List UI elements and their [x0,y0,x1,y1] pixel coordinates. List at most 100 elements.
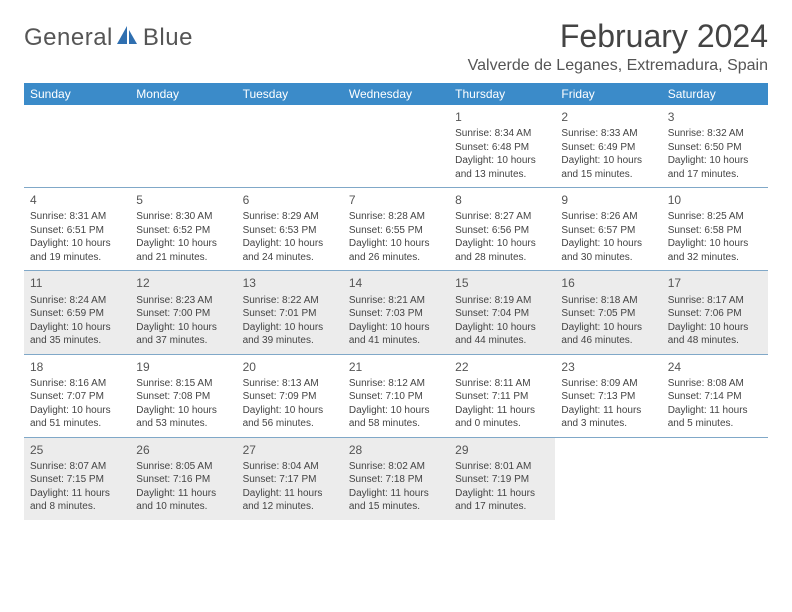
day-cell: 3Sunrise: 8:32 AMSunset: 6:50 PMDaylight… [662,105,768,187]
day-number: 27 [243,442,337,458]
empty-cell [555,438,661,520]
week-row: 11Sunrise: 8:24 AMSunset: 6:59 PMDayligh… [24,271,768,354]
day-number: 29 [455,442,549,458]
sunrise-text: Sunrise: 8:33 AM [561,127,655,141]
sunrise-text: Sunrise: 8:19 AM [455,294,549,308]
day-cell: 19Sunrise: 8:15 AMSunset: 7:08 PMDayligh… [130,355,236,437]
sunset-text: Sunset: 6:49 PM [561,141,655,155]
weekday-header: Sunday [24,83,130,105]
day1-text: Daylight: 10 hours [455,321,549,335]
day2-text: and 12 minutes. [243,500,337,514]
empty-cell [237,105,343,187]
sunrise-text: Sunrise: 8:07 AM [30,460,124,474]
day-cell: 27 Sunrise: 8:04 AMSunset: 7:17 PMDayligh… [237,438,343,520]
title-block: February 2024 Valverde de Leganes, Extre… [468,18,768,75]
day-number: 15 [455,275,549,291]
sunset-text: Sunset: 7:10 PM [349,390,443,404]
day-number: 19 [136,359,230,375]
day2-text: and 0 minutes. [455,417,549,431]
location: Valverde de Leganes, Extremadura, Spain [468,57,768,75]
day-cell: 14Sunrise: 8:21 AMSunset: 7:03 PMDayligh… [343,271,449,353]
day-number: 4 [30,192,124,208]
day-number: 6 [243,192,337,208]
day-cell: 20Sunrise: 8:13 AMSunset: 7:09 PMDayligh… [237,355,343,437]
sunset-text: Sunset: 7:00 PM [136,307,230,321]
weekday-header-row: SundayMondayTuesdayWednesdayThursdayFrid… [24,83,768,105]
day-cell: 24Sunrise: 8:08 AMSunset: 7:14 PMDayligh… [662,355,768,437]
sunrise-text: Sunrise: 8:27 AM [455,210,549,224]
month-title: February 2024 [468,18,768,55]
sunset-text: Sunset: 6:55 PM [349,224,443,238]
day-number: 1 [455,109,549,125]
day1-text: Daylight: 10 hours [349,237,443,251]
weekday-header: Friday [555,83,661,105]
day-number: 21 [349,359,443,375]
day1-text: Daylight: 10 hours [30,321,124,335]
day-number: 5 [136,192,230,208]
day-number: 23 [561,359,655,375]
sunset-text: Sunset: 7:06 PM [668,307,762,321]
day2-text: and 35 minutes. [30,334,124,348]
day2-text: and 48 minutes. [668,334,762,348]
day-number: 18 [30,359,124,375]
day-cell: 10Sunrise: 8:25 AMSunset: 6:58 PMDayligh… [662,188,768,270]
sunrise-text: Sunrise: 8:30 AM [136,210,230,224]
day1-text: Daylight: 10 hours [349,321,443,335]
day1-text: Daylight: 10 hours [136,404,230,418]
day2-text: and 26 minutes. [349,251,443,265]
sunrise-text: Sunrise: 8:12 AM [349,377,443,391]
sunset-text: Sunset: 7:03 PM [349,307,443,321]
day1-text: Daylight: 11 hours [30,487,124,501]
sunrise-text: Sunrise: 8:05 AM [136,460,230,474]
day-number: 14 [349,275,443,291]
day1-text: Daylight: 11 hours [455,404,549,418]
week-row: 18Sunrise: 8:16 AMSunset: 7:07 PMDayligh… [24,355,768,438]
week-row: 1Sunrise: 8:34 AMSunset: 6:48 PMDaylight… [24,105,768,188]
sunset-text: Sunset: 6:57 PM [561,224,655,238]
sunset-text: Sunset: 7:07 PM [30,390,124,404]
day-cell: 11Sunrise: 8:24 AMSunset: 6:59 PMDayligh… [24,271,130,353]
day-number: 26 [136,442,230,458]
day-number: 10 [668,192,762,208]
day-number: 3 [668,109,762,125]
empty-cell [24,105,130,187]
day1-text: Daylight: 10 hours [668,321,762,335]
day1-text: Daylight: 10 hours [136,237,230,251]
weekday-header: Monday [130,83,236,105]
day-cell: 2Sunrise: 8:33 AMSunset: 6:49 PMDaylight… [555,105,661,187]
sunrise-text: Sunrise: 8:22 AM [243,294,337,308]
day-cell: 4Sunrise: 8:31 AMSunset: 6:51 PMDaylight… [24,188,130,270]
day-number: 22 [455,359,549,375]
day2-text: and 58 minutes. [349,417,443,431]
sunset-text: Sunset: 7:17 PM [243,473,337,487]
day2-text: and 13 minutes. [455,168,549,182]
sunrise-text: Sunrise: 8:28 AM [349,210,443,224]
sunrise-text: Sunrise: 8:31 AM [30,210,124,224]
day-number: 7 [349,192,443,208]
day1-text: Daylight: 10 hours [561,321,655,335]
sunrise-text: Sunrise: 8:09 AM [561,377,655,391]
day2-text: and 37 minutes. [136,334,230,348]
day1-text: Daylight: 10 hours [136,321,230,335]
day1-text: Daylight: 10 hours [243,321,337,335]
week-row: 4Sunrise: 8:31 AMSunset: 6:51 PMDaylight… [24,188,768,271]
sunrise-text: Sunrise: 8:15 AM [136,377,230,391]
day2-text: and 3 minutes. [561,417,655,431]
day2-text: and 15 minutes. [561,168,655,182]
day2-text: and 10 minutes. [136,500,230,514]
day1-text: Daylight: 11 hours [243,487,337,501]
sunset-text: Sunset: 7:09 PM [243,390,337,404]
sunrise-text: Sunrise: 8:29 AM [243,210,337,224]
day2-text: and 15 minutes. [349,500,443,514]
sunset-text: Sunset: 6:48 PM [455,141,549,155]
sunrise-text: Sunrise: 8:04 AM [243,460,337,474]
week-row: 25Sunrise: 8:07 AMSunset: 7:15 PMDayligh… [24,438,768,520]
day-cell: 29Sunrise: 8:01 AMSunset: 7:19 PMDayligh… [449,438,555,520]
day-cell: 13Sunrise: 8:22 AMSunset: 7:01 PMDayligh… [237,271,343,353]
weekday-header: Wednesday [343,83,449,105]
day-cell: 5Sunrise: 8:30 AMSunset: 6:52 PMDaylight… [130,188,236,270]
day2-text: and 51 minutes. [30,417,124,431]
day2-text: and 56 minutes. [243,417,337,431]
empty-cell [130,105,236,187]
day-number: 28 [349,442,443,458]
